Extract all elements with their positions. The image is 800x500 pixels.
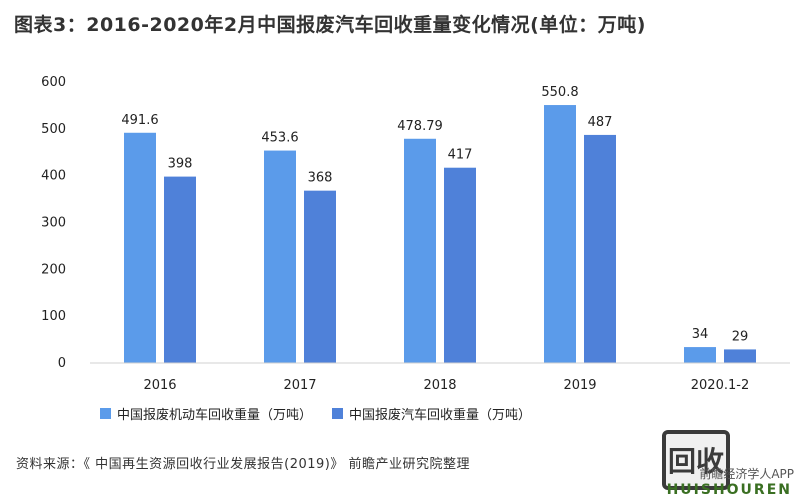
- watermark-badge: 回收: [662, 430, 730, 490]
- x-tick-label: 2016: [143, 378, 176, 393]
- bar-data-label: 550.8: [541, 85, 578, 100]
- y-tick-label: 400: [41, 169, 66, 184]
- y-tick-label: 200: [41, 262, 66, 277]
- source-note: 资料来源：《 中国再生资源回收行业发展报告(2019)》 前瞻产业研究院整理: [16, 457, 470, 472]
- bar-series-2: [164, 176, 196, 363]
- legend: 中国报废机动车回收重量（万吨） 中国报废汽车回收重量（万吨）: [100, 404, 531, 423]
- legend-label-series-1: 中国报废机动车回收重量（万吨）: [117, 408, 313, 423]
- bar-series-1: [544, 105, 576, 364]
- y-tick-label: 100: [41, 309, 66, 324]
- bar-series-2: [304, 190, 336, 363]
- x-axis: 2016 2017 2018 2019 2020.1-2: [90, 362, 790, 393]
- bar-data-label: 368: [308, 171, 333, 186]
- chart-title: 图表3：2016-2020年2月中国报废汽车回收重量变化情况(单位：万吨): [14, 14, 646, 36]
- bar-series-2: [724, 349, 756, 363]
- bar-series-1: [124, 132, 156, 363]
- watermark-text: HUISHOUREN: [666, 482, 792, 498]
- bar-data-label: 491.6: [121, 113, 158, 128]
- bar-series-1: [404, 138, 436, 363]
- y-tick-label: 0: [58, 356, 66, 371]
- legend-swatch-series-1: [100, 408, 111, 419]
- bar-series-2: [444, 167, 476, 363]
- y-axis: 0 100 200 300 400 500 600: [41, 75, 66, 371]
- x-tick-label: 2018: [423, 378, 456, 393]
- bar-data-label: 487: [588, 115, 613, 130]
- y-tick-label: 500: [41, 122, 66, 137]
- watermark: 回收 前瞻经济学人APP HUISHOUREN: [595, 430, 800, 500]
- bar-series-2: [584, 134, 616, 363]
- bar-data-label: 453.6: [261, 131, 298, 146]
- y-tick-label: 300: [41, 216, 66, 231]
- x-tick-label: 2019: [563, 378, 596, 393]
- bar-series-1: [264, 150, 296, 363]
- x-tick-label: 2017: [283, 378, 316, 393]
- legend-swatch-series-2: [332, 408, 344, 419]
- bar-data-label: 34: [692, 327, 709, 342]
- watermark-app: 前瞻经济学人APP: [699, 467, 794, 481]
- legend-item-series-1: 中国报废机动车回收重量（万吨）: [100, 404, 312, 423]
- x-tick-label: 2020.1-2: [691, 378, 749, 393]
- bar-data-label: 29: [732, 329, 749, 344]
- y-tick-label: 600: [41, 75, 66, 90]
- legend-item-series-2: 中国报废汽车回收重量（万吨）: [332, 404, 531, 423]
- bar-series-1: [684, 347, 716, 363]
- legend-label-series-2: 中国报废汽车回收重量（万吨）: [349, 408, 532, 423]
- bars: 491.6 398 453.6 368 478.79 417 550.8 487 34 29: [121, 85, 756, 364]
- bar-data-label: 417: [448, 148, 473, 163]
- bar-data-label: 398: [168, 157, 193, 172]
- bar-data-label: 478.79: [397, 119, 443, 134]
